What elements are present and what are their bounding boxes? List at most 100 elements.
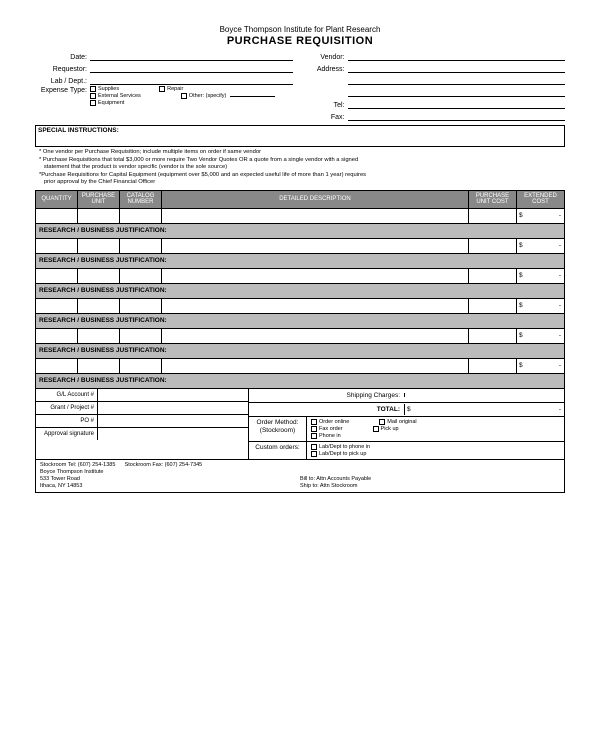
- ext-cost-cell: $: [517, 268, 565, 283]
- custom-orders-label: Custom orders:: [249, 442, 307, 459]
- table-cell[interactable]: [162, 358, 469, 373]
- address-label: Address:: [308, 66, 348, 73]
- table-cell[interactable]: [469, 208, 517, 223]
- table-cell[interactable]: [469, 358, 517, 373]
- mail-checkbox[interactable]: [379, 419, 385, 425]
- table-cell[interactable]: [162, 298, 469, 313]
- dept-phone-checkbox[interactable]: [311, 444, 317, 450]
- equipment-checkbox[interactable]: [90, 100, 96, 106]
- ext-cost-cell: $: [517, 328, 565, 343]
- bottom-left: G/L Account # Grant / Project # PO # App…: [35, 389, 249, 460]
- table-cell[interactable]: [78, 298, 120, 313]
- grant-label: Grant / Project #: [36, 402, 98, 414]
- table-cell[interactable]: [162, 238, 469, 253]
- table-cell[interactable]: [120, 298, 162, 313]
- requestor-label: Requestor:: [35, 66, 90, 73]
- instruction-notes: * One vendor per Purchase Requisition; i…: [39, 149, 565, 187]
- shipping-field[interactable]: [404, 393, 564, 397]
- table-cell[interactable]: [162, 328, 469, 343]
- ext-cost-cell: $: [517, 238, 565, 253]
- fax-label: Fax:: [308, 114, 348, 121]
- th-ecost: EXTENDED COST: [517, 190, 565, 208]
- shipping-label: Shipping Charges:: [249, 390, 404, 401]
- total-field: $: [404, 404, 564, 415]
- table-cell[interactable]: [36, 268, 78, 283]
- ext-cost-cell: $: [517, 298, 565, 313]
- special-instructions-box[interactable]: SPECIAL INSTRUCTIONS:: [35, 125, 565, 147]
- table-cell[interactable]: [78, 208, 120, 223]
- table-cell[interactable]: [36, 328, 78, 343]
- top-fields: Date: Requestor: Lab / Dept.: Expense Ty…: [35, 50, 565, 122]
- form-header: Boyce Thompson Institute for Plant Resea…: [35, 25, 565, 47]
- address-field-3[interactable]: [348, 88, 566, 97]
- approval-label: Approval signature: [36, 428, 98, 440]
- other-field[interactable]: [230, 96, 275, 97]
- table-cell[interactable]: [120, 328, 162, 343]
- table-cell[interactable]: [78, 268, 120, 283]
- table-cell[interactable]: [469, 298, 517, 313]
- online-checkbox[interactable]: [311, 419, 317, 425]
- pickup-checkbox[interactable]: [373, 426, 379, 432]
- equipment-label: Equipment: [98, 100, 124, 106]
- date-label: Date:: [35, 54, 90, 61]
- repair-checkbox[interactable]: [159, 86, 165, 92]
- table-cell[interactable]: [78, 238, 120, 253]
- supplies-label: Supplies: [98, 86, 119, 92]
- bottom-section: G/L Account # Grant / Project # PO # App…: [35, 389, 565, 460]
- table-cell[interactable]: [469, 268, 517, 283]
- fax-field[interactable]: [348, 112, 566, 121]
- justification-row[interactable]: RESEARCH / BUSINESS JUSTIFICATION:: [36, 283, 565, 298]
- tel-field[interactable]: [348, 100, 566, 109]
- table-cell[interactable]: [36, 238, 78, 253]
- table-cell[interactable]: [120, 268, 162, 283]
- table-cell[interactable]: [469, 238, 517, 253]
- th-desc: DETAILED DESCRIPTION: [162, 190, 469, 208]
- table-cell[interactable]: [36, 208, 78, 223]
- vendor-field[interactable]: [348, 52, 566, 61]
- external-label: External Services: [98, 93, 141, 99]
- gl-field[interactable]: [98, 389, 173, 401]
- form-title: PURCHASE REQUISITION: [35, 35, 565, 47]
- repair-label: Repair: [167, 86, 183, 92]
- external-checkbox[interactable]: [90, 93, 96, 99]
- faxorder-checkbox[interactable]: [311, 426, 317, 432]
- table-cell[interactable]: [78, 358, 120, 373]
- total-label: TOTAL:: [249, 404, 404, 415]
- lab-field[interactable]: [90, 76, 293, 85]
- justification-row[interactable]: RESEARCH / BUSINESS JUSTIFICATION:: [36, 373, 565, 388]
- po-label: PO #: [36, 415, 98, 427]
- table-cell[interactable]: [469, 328, 517, 343]
- table-cell[interactable]: [36, 298, 78, 313]
- th-qty: QUANTITY: [36, 190, 78, 208]
- po-field[interactable]: [98, 415, 173, 427]
- gl-label: G/L Account #: [36, 389, 98, 401]
- table-cell[interactable]: [120, 208, 162, 223]
- ext-cost-cell: $: [517, 208, 565, 223]
- table-cell[interactable]: [162, 208, 469, 223]
- expense-label: Expense Type:: [35, 86, 90, 106]
- supplies-checkbox[interactable]: [90, 86, 96, 92]
- grant-field[interactable]: [98, 402, 173, 414]
- date-field[interactable]: [90, 52, 293, 61]
- requestor-field[interactable]: [90, 64, 293, 73]
- dept-pickup-checkbox[interactable]: [311, 451, 317, 457]
- address-field-2[interactable]: [348, 76, 566, 85]
- other-checkbox[interactable]: [181, 93, 187, 99]
- table-cell[interactable]: [162, 268, 469, 283]
- justification-row[interactable]: RESEARCH / BUSINESS JUSTIFICATION:: [36, 253, 565, 268]
- approval-field[interactable]: [98, 428, 248, 440]
- table-cell[interactable]: [120, 238, 162, 253]
- footer-contact: Stockroom Tel: (607) 254-1385 Stockroom …: [35, 460, 565, 494]
- th-unit: PURCHASE UNIT: [78, 190, 120, 208]
- table-cell[interactable]: [120, 358, 162, 373]
- th-ucost: PURCHASE UNIT COST: [469, 190, 517, 208]
- phonein-checkbox[interactable]: [311, 433, 317, 439]
- org-name: Boyce Thompson Institute for Plant Resea…: [35, 25, 565, 34]
- justification-row[interactable]: RESEARCH / BUSINESS JUSTIFICATION:: [36, 313, 565, 328]
- ext-cost-cell: $: [517, 358, 565, 373]
- justification-row[interactable]: RESEARCH / BUSINESS JUSTIFICATION:: [36, 343, 565, 358]
- table-cell[interactable]: [78, 328, 120, 343]
- address-field[interactable]: [348, 64, 566, 73]
- justification-row[interactable]: RESEARCH / BUSINESS JUSTIFICATION:: [36, 223, 565, 238]
- table-cell[interactable]: [36, 358, 78, 373]
